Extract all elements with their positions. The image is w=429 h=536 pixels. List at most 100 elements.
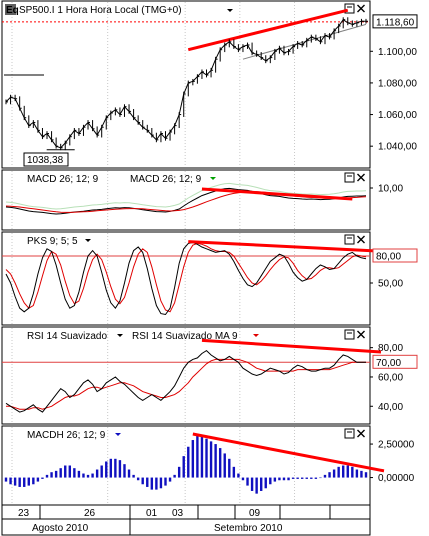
macdh-bar-78 (360, 470, 363, 478)
macdh-bar-51 (237, 473, 240, 478)
pks-panel-maximize-icon[interactable] (344, 234, 355, 245)
macdh-bar-43 (200, 436, 204, 478)
macdh-bar-11 (54, 470, 58, 478)
macdh-bar-27 (127, 469, 131, 478)
rsi-line (5, 349, 366, 413)
macdh-bar-9 (45, 474, 49, 478)
app-logo-text: Eq (6, 5, 19, 16)
macdh-bar-32 (150, 477, 154, 490)
pks-trendline (188, 240, 407, 254)
macdh-bar-19 (91, 473, 94, 478)
rsi-reference-value: 70,00 (376, 358, 401, 369)
price-line (5, 19, 366, 149)
macdh-bar-29 (136, 477, 140, 481)
rsi-label: RSI 14 Suavizado (27, 331, 107, 342)
pks-k-line (5, 241, 367, 316)
macdh-bar-54 (250, 477, 254, 491)
macdh-bar-53 (246, 477, 249, 486)
macdh-bar-44 (205, 438, 208, 478)
price-title-dropdown-arrow-icon[interactable] (227, 9, 233, 12)
rsi-ma-dropdown-arrow-icon[interactable] (253, 334, 259, 337)
macdh-bar-69 (319, 477, 322, 479)
macdh-bar-28 (132, 474, 135, 478)
macdh-dropdown-arrow-icon[interactable] (115, 433, 121, 436)
macd-panel-maximize-icon[interactable] (344, 172, 355, 183)
macdh-bar-73 (337, 466, 340, 478)
macd-faded-line (5, 182, 367, 210)
macdh-bar-72 (332, 469, 336, 478)
day-axis-row (1, 504, 371, 520)
macdh-bar-18 (86, 474, 90, 478)
macd-panel-close-icon[interactable] (357, 173, 365, 182)
macdh-bar-21 (100, 465, 103, 478)
pks-axis-tick-label-0: 50,00 (378, 279, 403, 290)
price-axis-tick-label-3: 1.040,00 (378, 142, 417, 153)
price-resistance-trendline (187, 8, 349, 52)
macd-trendline (201, 187, 353, 201)
macd-label: MACD 26; 12; 9 (130, 174, 202, 185)
macdh-bar-25 (118, 460, 122, 478)
rsi-ma-label: RSI 14 Suavizado MA 9 (132, 331, 238, 342)
macdh-panel-maximize-icon[interactable] (344, 428, 355, 439)
pks-d-line (5, 242, 367, 313)
macd-dropdown-arrow-icon[interactable] (210, 177, 216, 180)
macdh-bar-68 (314, 477, 318, 479)
price-support-trendline (242, 23, 367, 60)
macdh-bar-23 (109, 458, 113, 478)
macdh-bar-12 (59, 468, 62, 478)
pks-dropdown-arrow-icon[interactable] (85, 239, 91, 242)
macd-line (5, 187, 367, 215)
macdh-bar-45 (209, 441, 213, 478)
macdh-bar-61 (282, 477, 286, 481)
macdh-bar-37 (173, 474, 176, 478)
macdh-bar-70 (323, 474, 327, 478)
macdh-bar-42 (196, 436, 199, 478)
macdh-bar-2 (13, 477, 17, 486)
macdh-bar-33 (155, 477, 158, 490)
day-label-26: 26 (84, 508, 96, 519)
macdh-bar-14 (68, 465, 71, 478)
macdh-bar-17 (82, 473, 85, 478)
macdh-bar-41 (191, 440, 195, 478)
rsi-dropdown-arrow-icon[interactable] (117, 334, 123, 337)
pks-panel-close-icon[interactable] (357, 235, 365, 244)
month-label-agosto: Agosto 2010 (32, 523, 89, 534)
rsi-panel-close-icon[interactable] (357, 330, 365, 339)
macdh-bar-7 (36, 477, 40, 482)
macdh-bar-34 (159, 477, 163, 489)
month-axis-row (1, 518, 371, 536)
macdh-bar-8 (41, 477, 44, 479)
macdh-bar-0 (4, 477, 8, 482)
macdh-bar-10 (50, 472, 53, 478)
macdh-bar-56 (259, 477, 263, 491)
macdh-bar-50 (232, 466, 236, 478)
macdh-bar-3 (18, 477, 21, 487)
macdh-bar-4 (23, 477, 26, 487)
price-panel-close-icon[interactable] (357, 4, 365, 13)
macdh-bar-75 (346, 465, 349, 478)
macdh-bar-66 (305, 477, 308, 479)
day-label-09: 09 (249, 508, 261, 519)
macdh-bar-79 (364, 472, 368, 478)
day-label-03: 03 (172, 508, 184, 519)
macdh-bar-20 (95, 469, 99, 478)
macdh-bar-1 (9, 477, 12, 485)
low-label-box (23, 152, 69, 167)
macdh-bar-65 (301, 477, 304, 479)
macdh-bar-31 (146, 477, 149, 487)
macdh-bar-67 (310, 477, 313, 479)
macdh-bar-24 (114, 458, 117, 478)
price-last-value: 1.118,60 (376, 17, 415, 28)
price-panel-frame (1, 0, 371, 169)
rsi-panel-maximize-icon[interactable] (344, 329, 355, 340)
price-axis-tick-label-0: 1.100,00 (378, 47, 417, 58)
macdh-bar-59 (273, 477, 277, 482)
macdh-bar-35 (164, 477, 167, 486)
macdh-panel-close-icon[interactable] (357, 429, 365, 438)
price-panel-maximize-icon[interactable] (344, 3, 355, 14)
macdh-bar-38 (177, 466, 181, 478)
rsi-panel-frame (1, 326, 371, 425)
price-axis-tick-label-2: 1.060,00 (378, 110, 417, 121)
